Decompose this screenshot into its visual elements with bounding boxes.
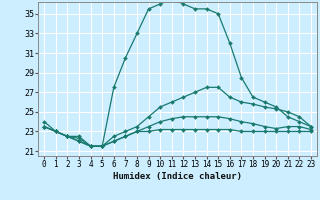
- X-axis label: Humidex (Indice chaleur): Humidex (Indice chaleur): [113, 172, 242, 181]
